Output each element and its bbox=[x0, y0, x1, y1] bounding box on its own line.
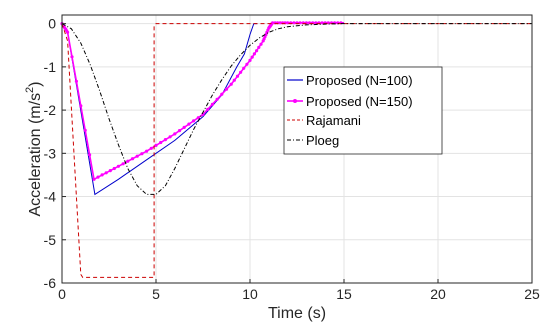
series-marker-proposed-n-150 bbox=[215, 97, 219, 101]
x-tick-label: 20 bbox=[430, 286, 446, 302]
series-marker-proposed-n-150 bbox=[182, 125, 186, 129]
series-marker-proposed-n-150 bbox=[83, 128, 87, 132]
y-tick-label: -5 bbox=[44, 232, 57, 248]
y-axis-title: Acceleration (m/s2) bbox=[24, 81, 44, 216]
series-marker-proposed-n-150 bbox=[126, 159, 130, 163]
series-marker-proposed-n-150 bbox=[154, 143, 158, 147]
series-marker-proposed-n-150 bbox=[320, 21, 324, 25]
series-marker-proposed-n-150 bbox=[242, 66, 246, 70]
series-marker-proposed-n-150 bbox=[100, 173, 104, 177]
legend-label-ploeg: Ploeg bbox=[306, 133, 339, 148]
legend-label-proposed-n150: Proposed (N=150) bbox=[306, 94, 413, 109]
y-tick-label: -3 bbox=[44, 145, 57, 161]
series-marker-proposed-n-150 bbox=[135, 154, 139, 158]
series-line-ploeg bbox=[61, 23, 532, 195]
x-tick-label: 5 bbox=[152, 286, 160, 302]
x-tick-label: 0 bbox=[58, 286, 66, 302]
legend-entry-proposed-n100: Proposed (N=100) bbox=[287, 73, 413, 88]
series-marker-proposed-n-150 bbox=[96, 175, 100, 179]
series-marker-proposed-n-150 bbox=[140, 152, 144, 156]
series-marker-proposed-n-150 bbox=[70, 55, 74, 59]
series-marker-proposed-n-150 bbox=[248, 58, 252, 63]
legend-entry-ploeg: Ploeg bbox=[287, 133, 339, 148]
legend-label-rajamani: Rajamani bbox=[306, 113, 361, 128]
legend-entry-rajamani: Rajamani bbox=[287, 113, 361, 128]
series-marker-proposed-n-150 bbox=[259, 42, 263, 46]
legend-marker-proposed-n150 bbox=[293, 99, 297, 103]
series-marker-proposed-n-150 bbox=[286, 21, 290, 25]
series-marker-proposed-n-150 bbox=[163, 138, 167, 142]
series-marker-proposed-n-150 bbox=[220, 92, 224, 96]
series-marker-proposed-n-150 bbox=[257, 45, 261, 50]
series-marker-proposed-n-150 bbox=[206, 107, 210, 111]
series-marker-proposed-n-150 bbox=[104, 171, 108, 175]
series-marker-proposed-n-150 bbox=[210, 102, 214, 106]
series-marker-proposed-n-150 bbox=[74, 79, 78, 83]
series-marker-proposed-n-150 bbox=[66, 30, 70, 34]
series-marker-proposed-n-150 bbox=[145, 149, 149, 153]
series-marker-proposed-n-150 bbox=[149, 146, 153, 150]
plot-series bbox=[60, 21, 532, 278]
series-marker-proposed-n-150 bbox=[92, 177, 96, 181]
series-marker-proposed-n-150 bbox=[232, 78, 236, 82]
series-marker-proposed-n-150 bbox=[229, 82, 233, 86]
series-marker-proposed-n-150 bbox=[224, 87, 229, 91]
legend-label-proposed-n100: Proposed (N=100) bbox=[306, 73, 413, 88]
legend-entry-proposed-n150: Proposed (N=150) bbox=[287, 94, 413, 109]
series-marker-proposed-n-150 bbox=[173, 132, 177, 136]
series-marker-proposed-n-150 bbox=[245, 62, 249, 66]
series-marker-proposed-n-150 bbox=[250, 55, 254, 59]
series-marker-proposed-n-150 bbox=[278, 21, 282, 25]
series-marker-proposed-n-150 bbox=[116, 164, 120, 168]
series-marker-proposed-n-150 bbox=[168, 135, 172, 139]
x-tick-label: 10 bbox=[242, 286, 258, 302]
y-axis-title-close: ) bbox=[27, 81, 44, 86]
series-marker-proposed-n-150 bbox=[159, 140, 163, 145]
legend: Proposed (N=100) Proposed (N=150) Rajama… bbox=[283, 66, 443, 155]
x-tick-label: 25 bbox=[524, 286, 540, 302]
y-tick-label: -1 bbox=[44, 59, 57, 75]
series-marker-proposed-n-150 bbox=[239, 70, 243, 74]
y-tick-label: -6 bbox=[44, 275, 57, 291]
plot-frame bbox=[61, 14, 533, 284]
series-line-rajamani bbox=[61, 23, 532, 278]
series-marker-proposed-n-150 bbox=[112, 166, 116, 171]
y-tick-label: 0 bbox=[48, 16, 56, 32]
y-axis-title-main: Acceleration (m/s bbox=[27, 93, 44, 217]
y-tick-label: -2 bbox=[44, 102, 57, 118]
series-marker-proposed-n-150 bbox=[192, 119, 196, 123]
series-marker-proposed-n-150 bbox=[121, 162, 125, 166]
series-marker-proposed-n-150 bbox=[255, 49, 259, 53]
series-marker-proposed-n-150 bbox=[271, 21, 275, 25]
series-marker-proposed-n-150 bbox=[79, 104, 83, 108]
series-marker-proposed-n-150 bbox=[88, 153, 92, 157]
series-marker-proposed-n-150 bbox=[235, 74, 240, 78]
legend-box bbox=[283, 66, 443, 155]
series-marker-proposed-n-150 bbox=[292, 21, 296, 25]
series-marker-proposed-n-150 bbox=[187, 122, 191, 126]
series-marker-proposed-n-150 bbox=[108, 169, 112, 173]
x-axis-title: Time (s) bbox=[268, 305, 326, 322]
series-marker-proposed-n-150 bbox=[177, 129, 182, 133]
series-marker-proposed-n-150 bbox=[252, 52, 256, 56]
x-tick-label: 15 bbox=[336, 286, 352, 302]
y-axis-title-superscript: 2 bbox=[24, 87, 36, 93]
series-marker-proposed-n-150 bbox=[130, 157, 135, 161]
y-tick-label: -4 bbox=[44, 189, 57, 205]
axis-ticks: 0 5 10 15 20 25 0 -1 -2 -3 -4 -5 -6 bbox=[44, 16, 540, 302]
